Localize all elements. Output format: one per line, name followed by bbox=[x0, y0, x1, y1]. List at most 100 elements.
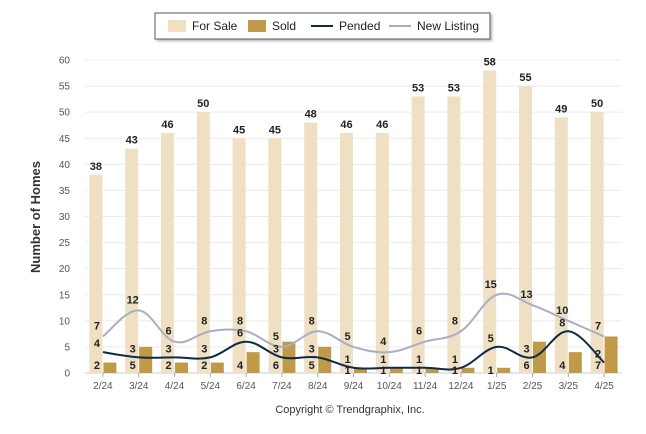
label-for-sale: 46 bbox=[376, 119, 388, 131]
x-tick-label: 2/24 bbox=[93, 381, 113, 392]
bar-for-sale bbox=[125, 148, 139, 373]
bar-for-sale bbox=[268, 138, 282, 373]
x-tick-label: 4/25 bbox=[594, 381, 614, 392]
line-new-listing bbox=[102, 292, 605, 354]
label-for-sale: 43 bbox=[126, 135, 138, 147]
x-tick-label: 7/24 bbox=[272, 381, 292, 392]
label-for-sale: 46 bbox=[161, 119, 173, 131]
label-for-sale: 49 bbox=[555, 103, 567, 115]
bar-for-sale bbox=[411, 96, 425, 374]
gridlines bbox=[85, 59, 622, 374]
label-new-listing: 12 bbox=[127, 294, 139, 306]
label-new-listing: 8 bbox=[452, 315, 458, 327]
label-for-sale: 50 bbox=[197, 98, 209, 110]
bar-sold bbox=[461, 367, 475, 373]
y-tick-label: 15 bbox=[59, 290, 71, 301]
y-tick-label: 25 bbox=[59, 238, 71, 249]
copyright-text: Copyright © Trendgraphix, Inc. bbox=[275, 404, 424, 416]
y-tick-label: 35 bbox=[59, 186, 71, 197]
label-sold: 2 bbox=[201, 360, 207, 372]
x-tick-label: 11/24 bbox=[413, 381, 438, 392]
label-sold: 5 bbox=[309, 360, 315, 372]
y-tick-label: 40 bbox=[59, 160, 71, 171]
bar-for-sale bbox=[554, 117, 568, 373]
bar-sold bbox=[175, 362, 188, 373]
line-pended bbox=[102, 330, 605, 371]
bar-for-sale bbox=[304, 122, 318, 373]
x-tick-label: 9/24 bbox=[344, 381, 364, 392]
bar-for-sale bbox=[483, 70, 497, 373]
bar-for-sale bbox=[89, 174, 103, 373]
bar-for-sale bbox=[232, 138, 246, 373]
label-pended: 3 bbox=[201, 343, 207, 355]
label-pended: 3 bbox=[523, 343, 529, 355]
label-pended: 6 bbox=[237, 328, 243, 340]
y-tick-label: 45 bbox=[59, 134, 71, 145]
label-sold: 2 bbox=[94, 360, 100, 372]
y-tick-label: 0 bbox=[64, 369, 70, 380]
label-sold: 4 bbox=[237, 360, 244, 372]
legend-label: New Listing bbox=[417, 19, 479, 33]
label-new-listing: 4 bbox=[380, 336, 387, 348]
bar-sold bbox=[568, 352, 582, 373]
bar-sold bbox=[604, 336, 618, 373]
label-sold: 7 bbox=[595, 360, 601, 372]
label-pended: 3 bbox=[165, 343, 171, 355]
y-tick-label: 20 bbox=[59, 264, 71, 275]
label-sold: 1 bbox=[488, 365, 494, 377]
label-new-listing: 5 bbox=[273, 331, 279, 343]
label-sold: 6 bbox=[273, 360, 279, 372]
label-new-listing: 10 bbox=[556, 305, 568, 317]
label-for-sale: 58 bbox=[484, 56, 496, 68]
y-tick-label: 50 bbox=[59, 108, 71, 119]
bars bbox=[89, 70, 618, 374]
label-new-listing: 15 bbox=[485, 279, 497, 291]
x-tick-label: 2/25 bbox=[523, 381, 543, 392]
label-for-sale: 45 bbox=[233, 124, 245, 136]
bar-for-sale bbox=[590, 112, 604, 374]
label-for-sale: 53 bbox=[412, 83, 424, 95]
x-tick-label: 1/25 bbox=[487, 381, 507, 392]
x-tick-label: 8/24 bbox=[308, 381, 328, 392]
label-for-sale: 46 bbox=[340, 119, 352, 131]
label-pended: 3 bbox=[309, 343, 315, 355]
label-pended: 3 bbox=[130, 343, 136, 355]
lines bbox=[102, 292, 605, 371]
label-pended: 4 bbox=[94, 338, 101, 350]
x-tick-label: 4/24 bbox=[165, 381, 185, 392]
label-new-listing: 8 bbox=[201, 315, 207, 327]
bar-for-sale bbox=[196, 112, 210, 374]
label-pended: 1 bbox=[344, 354, 350, 366]
x-tick-label: 3/24 bbox=[129, 381, 149, 392]
bar-sold bbox=[497, 367, 511, 373]
y-tick-label: 5 bbox=[64, 342, 70, 353]
label-sold: 2 bbox=[165, 360, 171, 372]
label-pended: 2 bbox=[595, 349, 601, 361]
label-pended: 5 bbox=[488, 333, 494, 345]
bar-sold bbox=[389, 367, 403, 373]
x-tick-label: 5/24 bbox=[201, 381, 221, 392]
legend-label: For Sale bbox=[192, 19, 238, 33]
data-labels: 3874243123546632508324586445536488354651… bbox=[90, 56, 603, 376]
label-pended: 3 bbox=[273, 343, 279, 355]
y-tick-label: 60 bbox=[59, 56, 71, 67]
label-new-listing: 5 bbox=[344, 331, 350, 343]
bar-sold bbox=[425, 367, 439, 373]
bar-sold bbox=[354, 367, 367, 373]
legend-label: Sold bbox=[272, 19, 296, 33]
label-sold: 1 bbox=[344, 365, 350, 377]
bar-sold bbox=[103, 362, 117, 373]
label-new-listing: 13 bbox=[520, 289, 532, 301]
label-new-listing: 8 bbox=[237, 315, 243, 327]
y-tick-label: 30 bbox=[59, 212, 71, 223]
label-for-sale: 50 bbox=[591, 98, 603, 110]
label-sold: 5 bbox=[130, 360, 136, 372]
label-for-sale: 45 bbox=[269, 124, 281, 136]
x-tick-label: 10/24 bbox=[377, 381, 402, 392]
label-for-sale: 55 bbox=[519, 72, 531, 84]
legend-swatch-for-sale bbox=[168, 20, 186, 32]
label-sold: 1 bbox=[452, 365, 458, 377]
bar-for-sale bbox=[519, 86, 532, 373]
